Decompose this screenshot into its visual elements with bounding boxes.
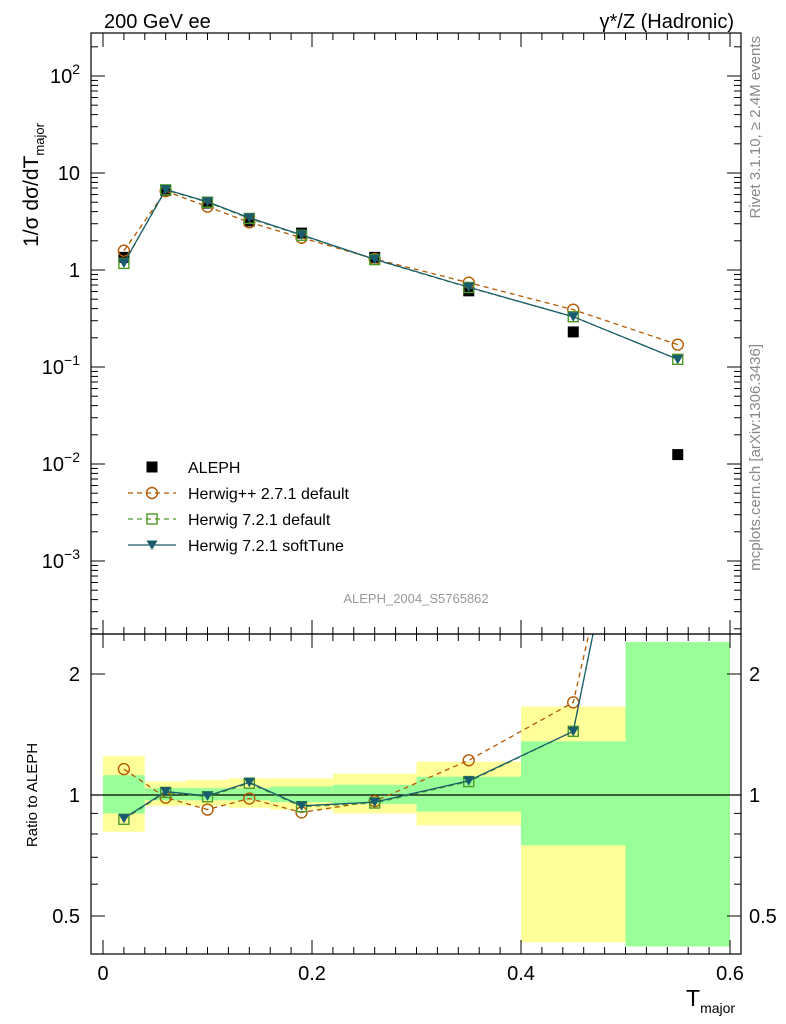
ytop-tick-label-3: 1 [69, 260, 80, 282]
top-series-3-point-7 [567, 312, 579, 322]
legend-label-1: Herwig++ 2.7.1 default [188, 486, 350, 503]
top-series-line-2 [123, 189, 678, 360]
top-series-1-point-8 [671, 338, 684, 351]
energy-label: 200 GeV ee [104, 11, 211, 33]
ybot-tick-label-left-1: 1 [69, 785, 80, 807]
ratio-band-inner-4 [270, 786, 333, 803]
top-series-3-point-8 [672, 354, 684, 365]
top-series-2-point-5 [369, 253, 381, 266]
ybot-tick-label-right-0: 0.5 [749, 906, 777, 928]
x-tick-label-3: 0.6 [716, 963, 744, 985]
process-label: γ*/Z (Hadronic) [600, 11, 734, 33]
top-series-3-point-4 [296, 230, 308, 240]
ratio-series-2-point-0 [118, 813, 130, 824]
top-series-0-point-0 [118, 251, 130, 263]
legend-label-0: ALEPH [188, 460, 240, 477]
top-series-2-point-6 [463, 281, 475, 294]
svg-text:1/σ dσ/dTmajor: 1/σ dσ/dTmajor [20, 122, 47, 246]
top-series-0-point-7 [567, 326, 579, 338]
top-series-0-point-8 [672, 449, 684, 461]
legend-marker-0 [146, 461, 158, 473]
legend-label-3: Herwig 7.2.1 softTune [188, 538, 344, 555]
ytop-tick-label-5: 102 [50, 61, 80, 88]
ybot-tick-label-left-0: 0.5 [52, 906, 80, 928]
ratio-series-0-point-0 [117, 762, 131, 776]
ytop-tick-label-2: 10−1 [42, 352, 80, 379]
x-label-sub: major [700, 1000, 735, 1016]
ratio-band-inner-0 [103, 775, 145, 814]
top-series-line-3 [123, 188, 678, 360]
y-label-main: 1/σ dσ/dT [20, 155, 43, 246]
ratio-series-0-point-3 [243, 792, 256, 805]
legend-marker-3 [146, 540, 158, 550]
ratio-series-2-point-6 [463, 776, 475, 786]
top-series-2-point-2 [201, 196, 214, 208]
analysis-watermark: ALEPH_2004_S5765862 [343, 591, 488, 606]
ratio-series-2-point-7 [567, 726, 579, 737]
y-axis-title-top: 1/σ dσ/dTmajor [20, 122, 47, 246]
legend-label-2: Herwig 7.2.1 default [188, 512, 331, 529]
ytop-tick-label-4: 10 [58, 163, 80, 185]
top-series-3-point-1 [160, 185, 172, 195]
ratio-band-inner-7 [521, 741, 626, 846]
mcplots-label: mcplots.cern.ch [arXiv:1306.3436] [747, 344, 764, 571]
top-series-3-point-2 [202, 197, 213, 207]
ratio-series-2-point-1 [160, 787, 172, 797]
top-series-line-1 [123, 190, 678, 346]
x-tick-label-0: 0 [97, 963, 108, 985]
top-series-3-point-6 [463, 282, 475, 293]
ratio-band-inner-3 [228, 788, 271, 801]
x-axis-title: Tmajor [686, 985, 735, 1016]
top-series-2-point-0 [118, 257, 130, 270]
x-tick-label-2: 0.4 [507, 963, 535, 985]
ratio-series-2-point-4 [296, 801, 308, 811]
x-tick-label-1: 0.2 [298, 963, 326, 985]
y-label-sub: major [32, 122, 47, 155]
top-series-2-point-1 [159, 184, 172, 196]
ratio-band-inner-8 [625, 642, 730, 947]
x-label-main: T [686, 985, 700, 1011]
rivet-label: Rivet 3.1.10, ≥ 2.4M events [747, 36, 764, 219]
ratio-series-2-point-3 [243, 777, 255, 788]
ytop-tick-label-0: 10−3 [42, 546, 80, 573]
ytop-tick-label-1: 10−2 [42, 449, 80, 476]
legend-marker-1 [145, 486, 159, 500]
ratio-band-inner-5 [332, 784, 417, 804]
top-series-3-point-0 [118, 258, 130, 269]
ybot-tick-label-right-1: 1 [749, 785, 760, 807]
y-axis-title-bottom: Ratio to ALEPH [24, 743, 41, 847]
top-series-2-point-4 [295, 229, 308, 241]
ratio-series-0-point-6 [462, 754, 475, 767]
legend-marker-2 [146, 513, 158, 525]
top-series-3-point-5 [369, 254, 381, 265]
top-series-3-point-3 [243, 213, 255, 223]
top-series-1-point-0 [117, 244, 131, 257]
ratio-series-2-point-2 [202, 791, 213, 801]
ratio-series-2-point-5 [369, 797, 381, 808]
ratio-series-0-point-2 [201, 803, 214, 816]
ybot-tick-label-left-2: 2 [69, 664, 80, 686]
ybot-tick-label-right-2: 2 [749, 664, 760, 686]
svg-text:Tmajor: Tmajor [686, 985, 735, 1016]
